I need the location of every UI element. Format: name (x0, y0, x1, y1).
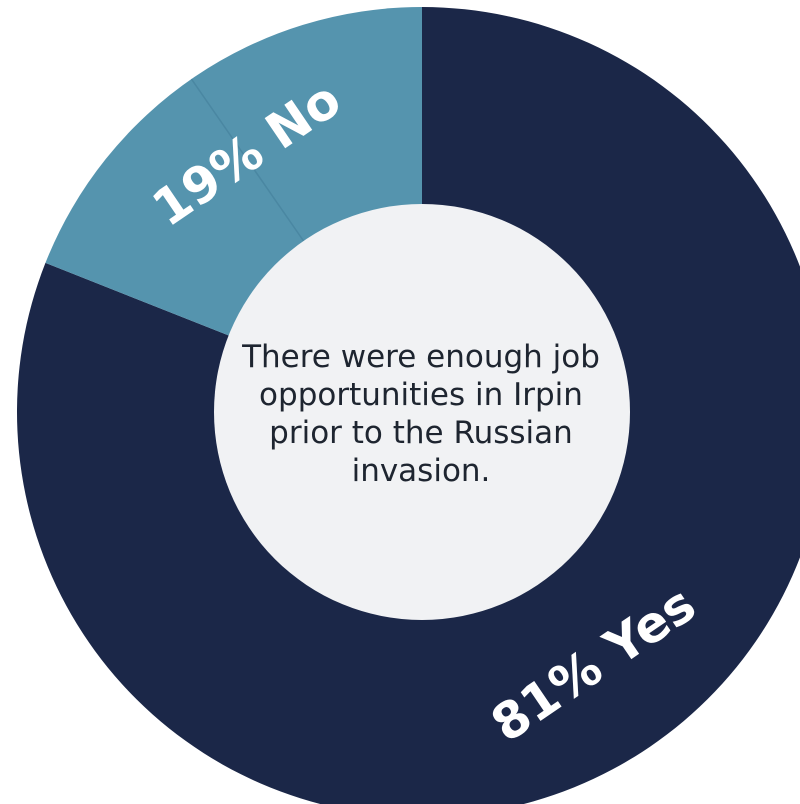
slice-yes (17, 7, 800, 804)
hole-layer (214, 204, 630, 620)
slice-no-divider (190, 78, 305, 242)
center-question-text: There were enough job opportunities in I… (242, 339, 600, 489)
donut-hole (214, 204, 630, 620)
